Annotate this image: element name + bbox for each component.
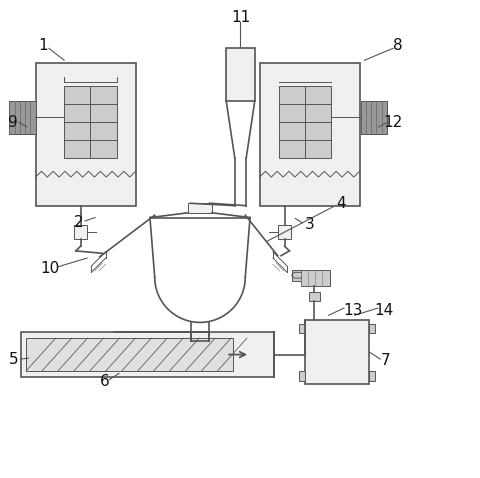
Text: 12: 12 xyxy=(383,115,402,130)
Bar xyxy=(188,203,212,213)
Text: 6: 6 xyxy=(99,374,109,390)
Circle shape xyxy=(320,371,327,378)
Text: 9: 9 xyxy=(8,115,17,130)
Bar xyxy=(26,338,233,371)
Text: 8: 8 xyxy=(392,38,402,54)
Circle shape xyxy=(333,375,340,381)
Text: 1: 1 xyxy=(38,38,48,54)
Bar xyxy=(299,371,304,380)
Bar xyxy=(308,293,319,301)
Circle shape xyxy=(359,349,365,356)
Text: 7: 7 xyxy=(380,353,390,368)
Bar xyxy=(64,87,116,158)
Text: 13: 13 xyxy=(342,303,361,318)
Bar xyxy=(21,332,273,377)
Circle shape xyxy=(320,326,327,333)
Bar xyxy=(300,271,329,286)
Bar xyxy=(226,48,254,101)
Text: 14: 14 xyxy=(373,303,392,318)
Circle shape xyxy=(346,326,352,333)
Circle shape xyxy=(311,362,317,369)
Bar xyxy=(74,225,87,239)
Circle shape xyxy=(346,371,352,378)
Text: 3: 3 xyxy=(304,217,314,232)
Bar xyxy=(9,101,36,134)
Bar xyxy=(369,371,374,380)
Circle shape xyxy=(311,336,317,343)
Text: 2: 2 xyxy=(73,215,83,230)
Circle shape xyxy=(333,323,340,330)
Bar xyxy=(277,225,291,239)
Bar xyxy=(292,271,300,281)
Bar xyxy=(36,63,135,206)
Circle shape xyxy=(355,362,362,369)
Text: 10: 10 xyxy=(40,261,60,276)
Bar xyxy=(369,324,374,333)
Bar xyxy=(304,320,369,384)
Circle shape xyxy=(355,336,362,343)
Bar xyxy=(299,324,304,333)
Text: 4: 4 xyxy=(335,196,345,211)
Bar xyxy=(278,87,330,158)
Circle shape xyxy=(307,349,314,356)
Text: 11: 11 xyxy=(230,10,250,25)
Text: 5: 5 xyxy=(9,352,19,367)
Bar xyxy=(360,101,386,134)
Bar xyxy=(259,63,359,206)
